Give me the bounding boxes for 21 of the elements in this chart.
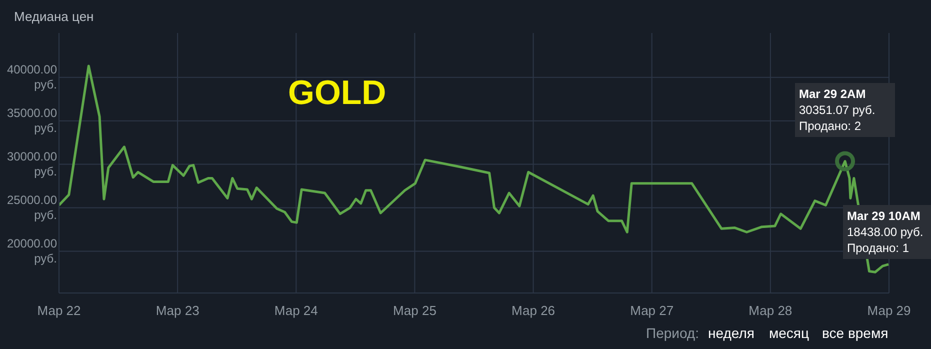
text: все время [822, 325, 888, 341]
x-tick-label: Мар 26 [512, 303, 556, 318]
y-tick-label: 25000.00 руб. [6, 192, 58, 222]
x-tick-label: Мар 24 [274, 303, 318, 318]
annotation: Mar 29 2AM 30351.07 руб. Продано: 2 [799, 86, 876, 134]
x-tick-label: Мар 27 [630, 303, 674, 318]
chart-title: Медиана цен [14, 9, 94, 24]
y-tick-label: 35000.00 руб. [6, 106, 58, 135]
x-tick-label: Мар 28 [748, 303, 792, 318]
text: месяц [769, 325, 810, 341]
y-tick-label: 30000.00 руб. [6, 149, 58, 178]
y-tick-label: 40000.00 руб. [6, 62, 58, 92]
x-tick-label: Мар 25 [392, 303, 436, 318]
annotation: Mar 29 10AM 18438.00 руб. Продано: 1 [847, 208, 924, 256]
x-tick-label: Мар 29 [867, 303, 911, 318]
annotation: GOLD [288, 74, 386, 112]
y-tick-label: 20000.00 руб. [6, 236, 58, 266]
x-tick-label: Мар 23 [156, 303, 200, 318]
text: неделя [708, 325, 754, 341]
text: Период: [646, 325, 699, 341]
x-tick-label: Мар 22 [37, 303, 81, 318]
